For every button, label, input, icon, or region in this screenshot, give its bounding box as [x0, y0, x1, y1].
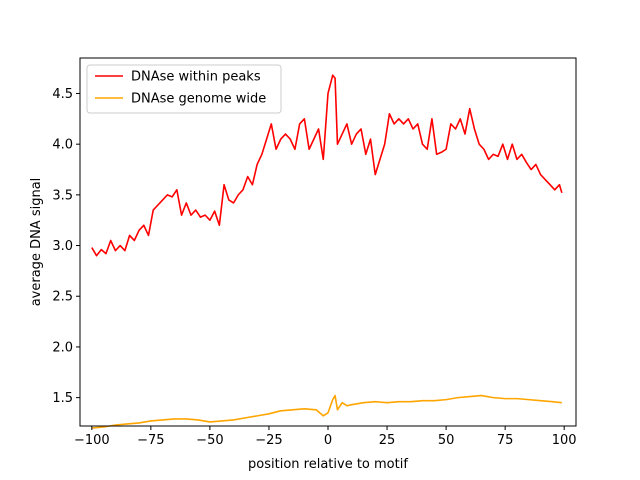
- x-tick-label: −50: [196, 433, 223, 448]
- legend-box: [86, 64, 282, 114]
- axes: −100 −75 −50 −25 0 25 50 75 100 1.5 2.0 2.5 3.0 3.5 4.…: [52, 87, 576, 448]
- y-tick-label: 2.0: [52, 340, 73, 355]
- x-tick-label: 75: [497, 433, 514, 448]
- x-tick-label: 0: [324, 433, 332, 448]
- series-layer: [91, 74, 563, 429]
- x-tick-label: 100: [552, 433, 577, 448]
- legend-label-dnase-within-peaks: DNAse within peaks: [131, 70, 261, 85]
- y-tick-label: 3.5: [52, 188, 73, 203]
- legend-label-dnase-genome-wide: DNAse genome wide: [131, 92, 266, 107]
- legend: DNAse within peaks DNAse genome wide: [86, 64, 282, 114]
- y-tick-label: 1.5: [52, 391, 73, 406]
- x-tick-label: −25: [255, 433, 282, 448]
- x-tick-label: 25: [379, 433, 396, 448]
- x-axis-label: position relative to motif: [248, 457, 408, 472]
- y-tick-label: 4.5: [52, 87, 73, 102]
- y-tick-label: 2.5: [52, 290, 73, 305]
- y-axis-label: average DNA signal: [29, 178, 44, 307]
- series-line-dnase-genome-wide: [91, 394, 562, 429]
- x-tick-label: −75: [137, 433, 164, 448]
- y-tick-label: 4.0: [52, 138, 73, 153]
- y-tick-label: 3.0: [52, 239, 73, 254]
- x-tick-label: −100: [74, 433, 110, 448]
- plot-frame: [79, 57, 577, 427]
- series-line-dnase-within-peaks: [91, 74, 563, 257]
- plot-area: [80, 58, 576, 426]
- x-tick-label: 50: [438, 433, 455, 448]
